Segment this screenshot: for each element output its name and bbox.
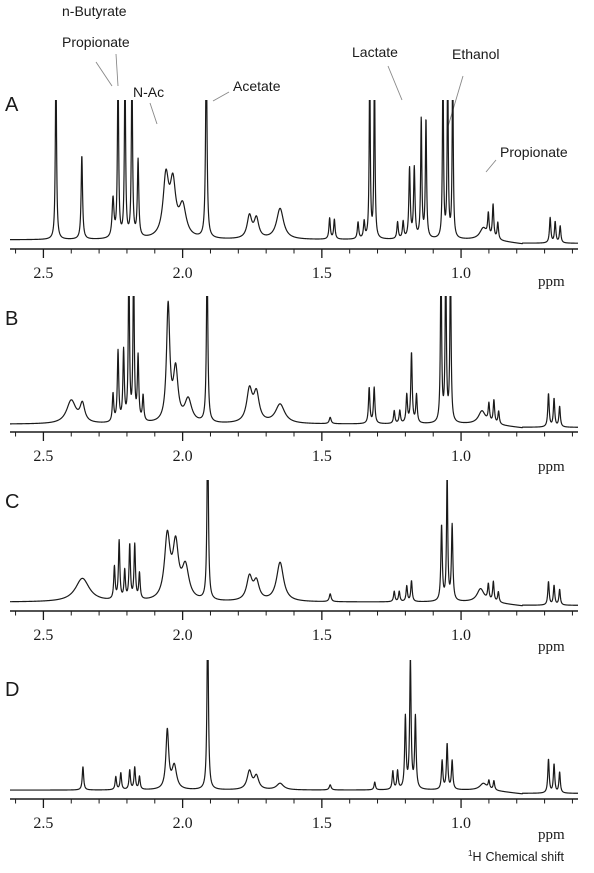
peak-label-n-butyrate: n-Butyrate [62,3,127,19]
x-tick-label: 2.5 [33,815,53,832]
x-tick-label: 2.5 [33,265,53,282]
x-tick-label: 2.0 [173,627,193,644]
pointer-propionate-upper [115,53,119,87]
spectrum-panel-a: 2.5 2.0 1.5 1.0 ppm A [5,94,579,290]
x-tick-label: 1.0 [451,815,471,832]
peak-label-n-ac: N-Ac [133,84,164,100]
spectra-panels: 2.5 2.0 1.5 1.0 ppm A 2.5 2.0 1.5 1.0 ppm B 2.5 2.0 1.… [5,94,579,843]
chemical-shift-text: Chemical shift [485,850,564,864]
pointer-n-butyrate [95,61,113,87]
spectrum-line-c [9,480,579,607]
pointer-lactate [387,65,403,101]
peak-label-propionate-lower: Propionate [500,144,568,160]
nucleus-symbol: H [472,850,481,864]
pointer-acetate [212,91,230,102]
chemical-shift-label: 1H Chemical shift [468,849,565,864]
panel-label-c: C [5,491,19,513]
peak-label-acetate: Acetate [233,78,281,94]
pointer-propionate-lower [485,159,497,173]
ppm-unit-label: ppm [538,274,565,290]
spectrum-line-a [9,100,579,245]
pointer-ethanol [446,75,464,131]
pointer-n-ac [149,102,158,125]
x-tick-label: 1.5 [312,448,332,465]
x-tick-label: 1.0 [451,448,471,465]
spectrum-panel-b: 2.5 2.0 1.5 1.0 ppm B [5,296,579,475]
spectrum-line-d [9,660,579,795]
ppm-unit-label: ppm [538,639,565,655]
ppm-unit-label: ppm [538,459,565,475]
x-tick-label: 1.5 [312,627,332,644]
x-tick-label: 1.5 [312,815,332,832]
x-tick-label: 1.0 [451,265,471,282]
label-pointer-lines [95,53,497,173]
superscript-one: 1 [468,849,473,858]
panel-label-d: D [5,679,19,701]
peak-label-ethanol: Ethanol [452,46,499,62]
x-tick-label: 2.5 [33,627,53,644]
x-tick-label: 2.0 [173,265,193,282]
x-tick-label: 1.5 [312,265,332,282]
peak-label-lactate: Lactate [352,44,398,60]
x-tick-label: 2.0 [173,448,193,465]
panel-label-a: A [5,94,19,116]
x-tick-label: 2.5 [33,448,53,465]
spectrum-panel-c: 2.5 2.0 1.5 1.0 ppm C [5,480,579,655]
panel-label-b: B [5,308,18,330]
ppm-unit-label: ppm [538,827,565,843]
x-tick-label: 2.0 [173,815,193,832]
spectrum-line-b [9,296,579,429]
x-tick-label: 1.0 [451,627,471,644]
peak-label-propionate-upper: Propionate [62,34,130,50]
spectrum-panel-d: 2.5 2.0 1.5 1.0 ppm D [5,660,579,843]
